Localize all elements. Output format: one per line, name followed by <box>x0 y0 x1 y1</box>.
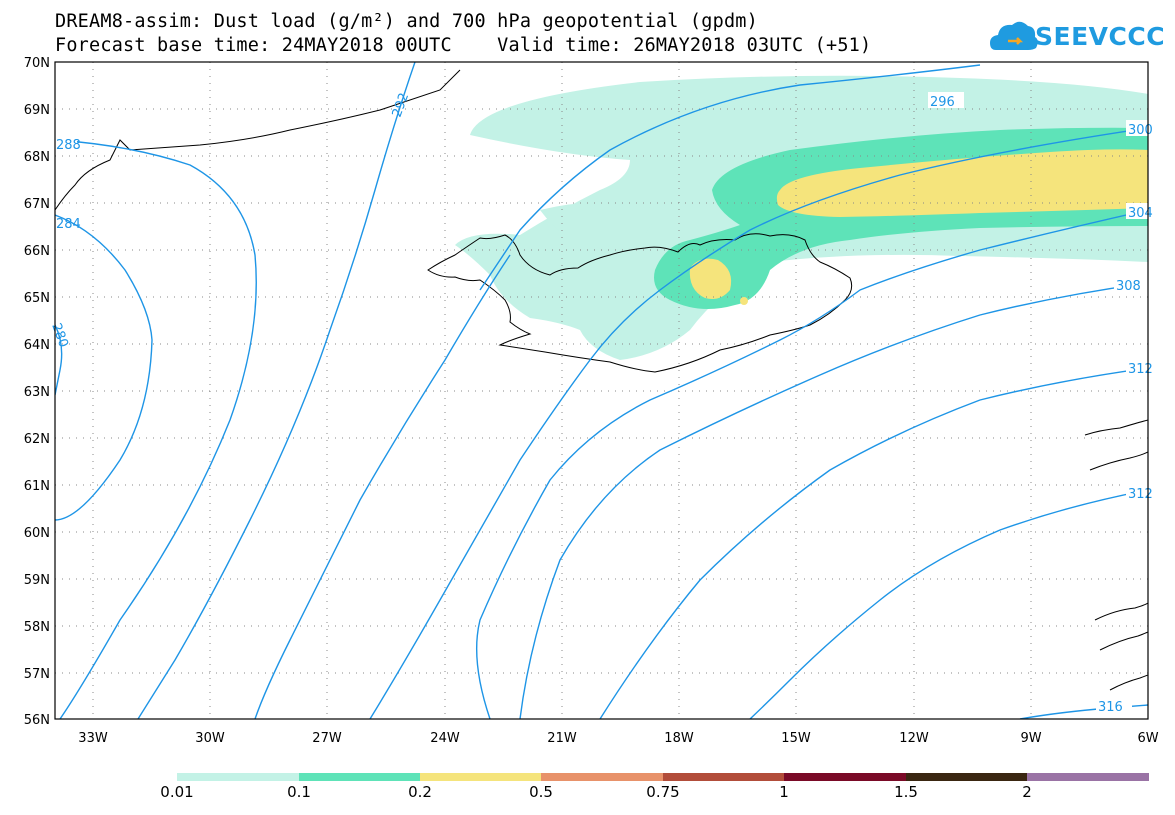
contour-288 <box>55 139 257 719</box>
contour-296a <box>254 254 511 719</box>
colorbar-label: 1.5 <box>894 783 918 801</box>
contour-label-292: 292 <box>390 91 413 119</box>
colorbar-label: 2 <box>1022 783 1032 801</box>
lat-label: 57N <box>24 667 50 682</box>
colorbar-swatch <box>299 773 420 781</box>
lat-label: 58N <box>24 620 50 635</box>
lat-label: 66N <box>24 244 50 259</box>
contour-292 <box>137 62 416 719</box>
contour-308 <box>519 282 1148 719</box>
logo-text: SEEVCCC <box>1035 22 1166 51</box>
contour-label-308: 308 <box>1116 279 1141 294</box>
contour-284 <box>55 214 153 521</box>
lon-label: 33W <box>78 731 108 746</box>
contour-304 <box>475 209 1148 719</box>
cloud-icon <box>990 21 1038 50</box>
contour-312b <box>749 489 1148 719</box>
dust-field <box>455 75 1148 360</box>
contour-label-304: 304 <box>1128 206 1153 221</box>
lat-label: 56N <box>24 713 50 728</box>
lon-label: 24W <box>430 731 460 746</box>
colorbar-label: 0.5 <box>529 783 553 801</box>
lon-label: 27W <box>312 731 342 746</box>
lat-label: 68N <box>24 150 50 165</box>
lon-label: 9W <box>1020 731 1041 746</box>
lat-label: 70N <box>24 56 50 71</box>
colorbar-swatch <box>663 773 784 781</box>
lat-label: 65N <box>24 291 50 306</box>
lat-label: 60N <box>24 526 50 541</box>
map-subtitle: Forecast base time: 24MAY2018 00UTC Vali… <box>55 35 872 56</box>
colorbar-swatch <box>177 773 299 781</box>
colorbar-swatch <box>1027 773 1149 781</box>
contour-label-284: 284 <box>56 217 81 232</box>
geopotential-contours <box>55 62 1148 719</box>
norway-coast <box>1084 419 1148 691</box>
contour-label-group: 296 292 288 284 280 300 304 308 312 312 … <box>48 91 1153 715</box>
colorbar-label: 0.75 <box>646 783 680 801</box>
dust-yellow-spot <box>689 258 732 299</box>
colorbar-label: 0.1 <box>287 783 311 801</box>
contour-label-312a: 312 <box>1128 362 1153 377</box>
contour-296 <box>479 64 981 291</box>
contour-label-312b: 312 <box>1128 487 1153 502</box>
lon-label: 15W <box>781 731 811 746</box>
greenland-coast <box>55 69 461 211</box>
contour-label-288: 288 <box>56 138 81 153</box>
contour-300a <box>369 127 1148 719</box>
contour-label-296: 296 <box>930 95 955 110</box>
colorbar-swatch <box>784 773 906 781</box>
lat-axis: 70N 69N 68N 67N 66N 65N 64N 63N 62N 61N … <box>24 56 50 728</box>
lat-label: 62N <box>24 432 50 447</box>
contour-312a <box>599 367 1148 719</box>
lon-label: 18W <box>664 731 694 746</box>
coastlines <box>55 69 1148 691</box>
lon-label: 30W <box>195 731 225 746</box>
lon-label: 21W <box>547 731 577 746</box>
lat-label: 64N <box>24 338 50 353</box>
lat-label: 69N <box>24 103 50 118</box>
contour-280 <box>55 324 63 396</box>
lon-axis: 33W 30W 27W 24W 21W 18W 15W 12W 9W 6W <box>78 731 1158 746</box>
graticule <box>55 62 1148 719</box>
colorbar-swatch <box>420 773 541 781</box>
colorbar-label: 0.01 <box>160 783 194 801</box>
colorbar <box>177 773 1149 781</box>
colorbar-swatch <box>541 773 663 781</box>
colorbar-label: 0.2 <box>408 783 432 801</box>
contour-label-316: 316 <box>1098 700 1123 715</box>
iceland-coast <box>427 233 853 373</box>
colorbar-swatch <box>906 773 1027 781</box>
lon-label: 12W <box>899 731 929 746</box>
contour-label-300a: 300 <box>1128 123 1153 138</box>
contour-label-280: 280 <box>48 321 71 349</box>
lat-label: 63N <box>24 385 50 400</box>
lat-label: 59N <box>24 573 50 588</box>
lon-label: 6W <box>1137 731 1158 746</box>
lat-label: 67N <box>24 197 50 212</box>
dust-yellow-area <box>776 149 1148 217</box>
map-title: DREAM8-assim: Dust load (g/m²) and 700 h… <box>55 11 758 32</box>
lat-label: 61N <box>24 479 50 494</box>
colorbar-label: 1 <box>779 783 789 801</box>
map-frame <box>54 61 1149 720</box>
